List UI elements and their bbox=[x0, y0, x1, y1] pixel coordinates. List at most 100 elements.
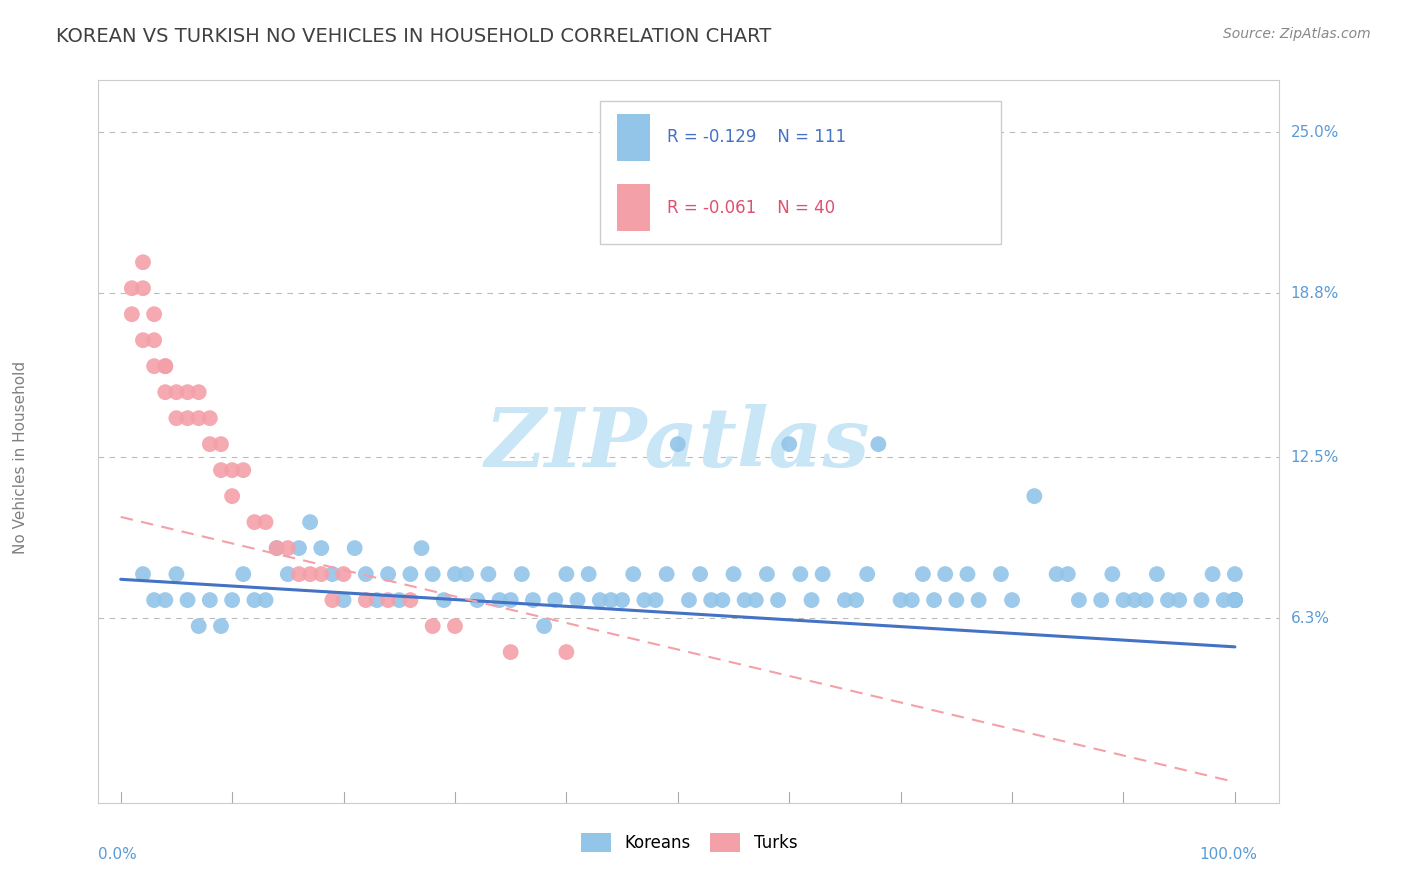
Point bbox=[856, 567, 879, 582]
Point bbox=[198, 593, 221, 607]
Point bbox=[1223, 593, 1246, 607]
Point bbox=[277, 567, 299, 582]
Point bbox=[1223, 593, 1246, 607]
Point bbox=[232, 567, 254, 582]
Point bbox=[1157, 593, 1180, 607]
Point bbox=[165, 411, 187, 425]
Point bbox=[433, 593, 456, 607]
Point bbox=[1223, 567, 1246, 582]
Point bbox=[266, 541, 288, 555]
Point bbox=[1223, 593, 1246, 607]
Point bbox=[666, 437, 689, 451]
Point bbox=[1112, 593, 1135, 607]
Point bbox=[321, 567, 343, 582]
Point bbox=[209, 437, 232, 451]
Point bbox=[711, 593, 734, 607]
Point bbox=[589, 593, 612, 607]
Point bbox=[399, 593, 422, 607]
Point bbox=[243, 593, 266, 607]
Point bbox=[422, 619, 444, 633]
Point bbox=[221, 593, 243, 607]
Point bbox=[510, 567, 533, 582]
Point bbox=[745, 593, 768, 607]
Point bbox=[1001, 593, 1024, 607]
Point bbox=[377, 567, 399, 582]
Text: R = -0.061    N = 40: R = -0.061 N = 40 bbox=[666, 199, 835, 217]
Point bbox=[755, 567, 778, 582]
Point bbox=[1056, 567, 1078, 582]
Point bbox=[143, 307, 166, 321]
Point bbox=[1067, 593, 1090, 607]
Point bbox=[143, 359, 166, 374]
Text: 18.8%: 18.8% bbox=[1291, 286, 1339, 301]
Point bbox=[967, 593, 990, 607]
Point bbox=[499, 645, 522, 659]
Point bbox=[254, 593, 277, 607]
Point bbox=[388, 593, 411, 607]
Point bbox=[945, 593, 967, 607]
Point bbox=[723, 567, 745, 582]
Point bbox=[922, 593, 945, 607]
Point bbox=[209, 463, 232, 477]
Point bbox=[1223, 593, 1246, 607]
Point bbox=[1223, 593, 1246, 607]
Point bbox=[477, 567, 499, 582]
Point bbox=[1223, 593, 1246, 607]
Point bbox=[132, 281, 155, 295]
Point bbox=[411, 541, 433, 555]
Point bbox=[700, 593, 723, 607]
Point bbox=[444, 619, 467, 633]
Point bbox=[578, 567, 600, 582]
Point bbox=[266, 541, 288, 555]
Text: KOREAN VS TURKISH NO VEHICLES IN HOUSEHOLD CORRELATION CHART: KOREAN VS TURKISH NO VEHICLES IN HOUSEHO… bbox=[56, 27, 772, 45]
Point bbox=[254, 515, 277, 529]
Point bbox=[555, 567, 578, 582]
Point bbox=[354, 593, 377, 607]
Point bbox=[1201, 567, 1223, 582]
Point bbox=[533, 619, 555, 633]
Point bbox=[332, 567, 354, 582]
Point bbox=[309, 541, 332, 555]
Point bbox=[187, 385, 209, 400]
Point bbox=[778, 437, 800, 451]
Point bbox=[600, 593, 623, 607]
Text: 0.0%: 0.0% bbox=[98, 847, 138, 862]
Bar bbox=[616, 185, 650, 231]
Point bbox=[277, 541, 299, 555]
Bar bbox=[600, 101, 1001, 244]
Point bbox=[1135, 593, 1157, 607]
Point bbox=[689, 567, 711, 582]
Point bbox=[299, 515, 322, 529]
Point bbox=[890, 593, 912, 607]
Point bbox=[354, 567, 377, 582]
Point bbox=[900, 593, 922, 607]
Point bbox=[309, 567, 332, 582]
Point bbox=[845, 593, 868, 607]
Point bbox=[1223, 593, 1246, 607]
Bar bbox=[616, 114, 650, 161]
Text: 12.5%: 12.5% bbox=[1291, 450, 1339, 465]
Point bbox=[121, 281, 143, 295]
Point bbox=[243, 515, 266, 529]
Point bbox=[165, 385, 187, 400]
Point bbox=[209, 619, 232, 633]
Text: Source: ZipAtlas.com: Source: ZipAtlas.com bbox=[1223, 27, 1371, 41]
Point bbox=[811, 567, 834, 582]
Point bbox=[800, 593, 823, 607]
Point bbox=[198, 411, 221, 425]
Point bbox=[221, 463, 243, 477]
Point bbox=[934, 567, 956, 582]
Point bbox=[332, 593, 354, 607]
Point bbox=[789, 567, 811, 582]
Point bbox=[155, 593, 177, 607]
Point bbox=[132, 255, 155, 269]
Point bbox=[143, 333, 166, 347]
Point bbox=[499, 593, 522, 607]
Point bbox=[155, 359, 177, 374]
Text: No Vehicles in Household: No Vehicles in Household bbox=[13, 360, 28, 554]
Point bbox=[321, 593, 343, 607]
Point bbox=[132, 333, 155, 347]
Point bbox=[621, 567, 644, 582]
Point bbox=[655, 567, 678, 582]
Point bbox=[165, 567, 187, 582]
